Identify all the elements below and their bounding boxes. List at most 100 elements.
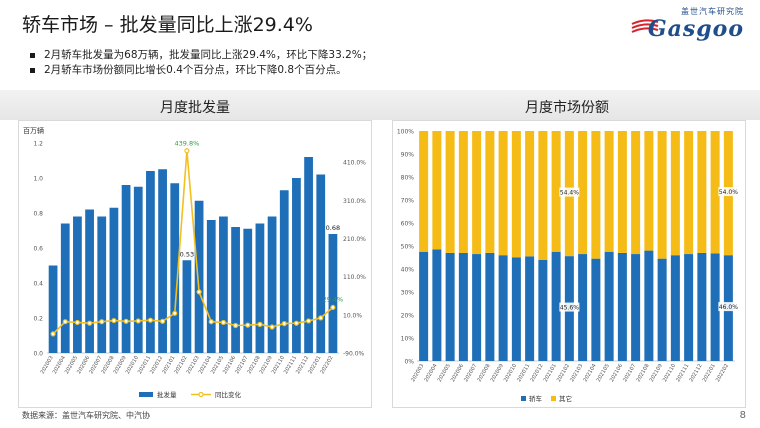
y-tick-label: 60% [401,221,415,228]
y2-tick-label: 410.0% [343,160,366,167]
sedan-share-bar [511,257,521,361]
y-tick-label: 70% [401,198,415,205]
y-tick-label: 50% [401,244,415,251]
sedan-share-bar [631,254,641,361]
summary-bullets: 2月轿车批发量为68万辆，批发量同比上涨29.4%，环比下降33.2%； 2月轿… [30,48,372,78]
y-tick-label: 40% [401,267,415,274]
data-source: 数据来源：盖世汽车研究院、中汽协 [22,411,150,420]
sedan-share-bar [525,256,535,361]
yoy-point [281,321,287,327]
yoy-point [74,319,81,326]
other-share-bar [657,131,667,259]
sedan-share-bar [432,249,442,361]
y-tick-label: 0.4 [33,281,43,288]
other-share-bar [419,131,429,252]
yoy-point [50,331,56,337]
sedan-share-bar [578,254,588,361]
yoy-point [318,315,324,321]
share-data-label: 46.0% [719,304,738,311]
y-tick-label: 80% [401,175,415,182]
other-share-bar [644,131,654,251]
x-tick-label: 202202 [715,363,730,383]
share-label-box [559,187,580,197]
volume-bar [48,265,58,353]
page-title: 轿车市场 – 批发量同比上涨29.4% [22,14,313,36]
other-share-bar [458,131,468,253]
y-tick-label: 0.0 [33,351,43,358]
sedan-share-bar [458,252,468,361]
y-tick-label: 90% [401,152,415,159]
volume-bar [109,207,119,353]
other-share-bar [710,131,720,254]
yoy-point [257,321,263,327]
sedan-share-bar [657,258,667,361]
sedan-share-bar [485,252,495,361]
other-share-bar [697,131,707,253]
yoy-point [184,148,190,154]
logo-english-text: Gasgoo [647,16,744,42]
y2-tick-label: 10.0% [343,312,362,319]
page-number: 8 [739,410,746,421]
volume-bar [146,171,155,353]
other-share-bar [631,131,641,255]
y-tick-label: 10% [401,336,415,343]
logo-chinese-text: 盖世汽车研究院 [681,7,744,16]
sedan-share-bar [617,252,627,361]
yoy-point [62,319,68,325]
y-tick-label: 0.6 [33,246,43,253]
yoy-point [330,304,336,311]
volume-bar [60,223,70,353]
yoy-point [245,322,251,328]
yoy-point [147,317,154,323]
right-chart-title: 月度市场份额 [525,100,609,116]
yoy-point [172,310,178,316]
other-share-bar [538,131,548,260]
other-share-bar [670,131,680,256]
y2-tick-label: -90.0% [343,351,365,358]
sedan-share-bar [538,259,548,361]
volume-bar [158,169,167,353]
volume-bar [121,185,131,353]
share-label-box [559,302,580,312]
yoy-point [86,320,93,326]
y-axis-unit-label: 百万辆 [23,126,44,135]
y-tick-label: 20% [401,313,415,320]
yoy-point [220,319,227,326]
other-share-bar [604,131,614,252]
gasgoo-logo: 盖世汽车研究院 Gasgoo [614,6,744,46]
yoy-data-label: 439.8% [175,140,200,148]
sedan-share-bar [445,252,455,361]
left-chart-title: 月度批发量 [160,100,230,116]
y2-tick-label: 110.0% [343,274,366,281]
y-tick-label: 100% [397,129,414,136]
volume-bar [219,216,228,353]
sedan-share-bar [710,253,720,361]
legend-swatch-other [551,396,556,401]
volume-bar [194,200,204,353]
volume-bar [206,220,216,353]
y-tick-label: 0% [404,359,414,366]
yoy-line [52,150,334,335]
y-tick-label: 1.2 [33,141,43,148]
volume-bar [133,186,143,353]
other-share-bar [432,131,442,250]
yoy-point [196,289,202,295]
other-share-bar [617,131,627,253]
market-share-chart: 0%10%20%30%40%50%60%70%80%90%100%2020032… [397,129,739,403]
yoy-point [293,320,300,326]
share-label-box [718,302,739,312]
legend-swatch-volume [139,392,153,397]
yoy-point [123,318,129,324]
sedan-share-bar [684,254,694,361]
bullet-item: 2月轿车批发量为68万辆，批发量同比上涨29.4%，环比下降33.2%； [30,48,372,63]
legend-label-yoy: 同比变化 [215,390,242,399]
wholesale-volume-chart: 百万辆 0.0 0.2 0.4 0.6 0.8 1.0 1.2 -90.0% 10.0% 110.0… [23,126,366,399]
volume-bar [292,178,301,353]
other-share-bar [511,131,521,258]
volume-bar [316,174,326,353]
other-share-bar [498,131,508,256]
yoy-point [159,318,166,324]
sedan-share-bar [472,254,482,361]
volume-bar [304,157,313,353]
sedan-share-bar [604,251,614,361]
